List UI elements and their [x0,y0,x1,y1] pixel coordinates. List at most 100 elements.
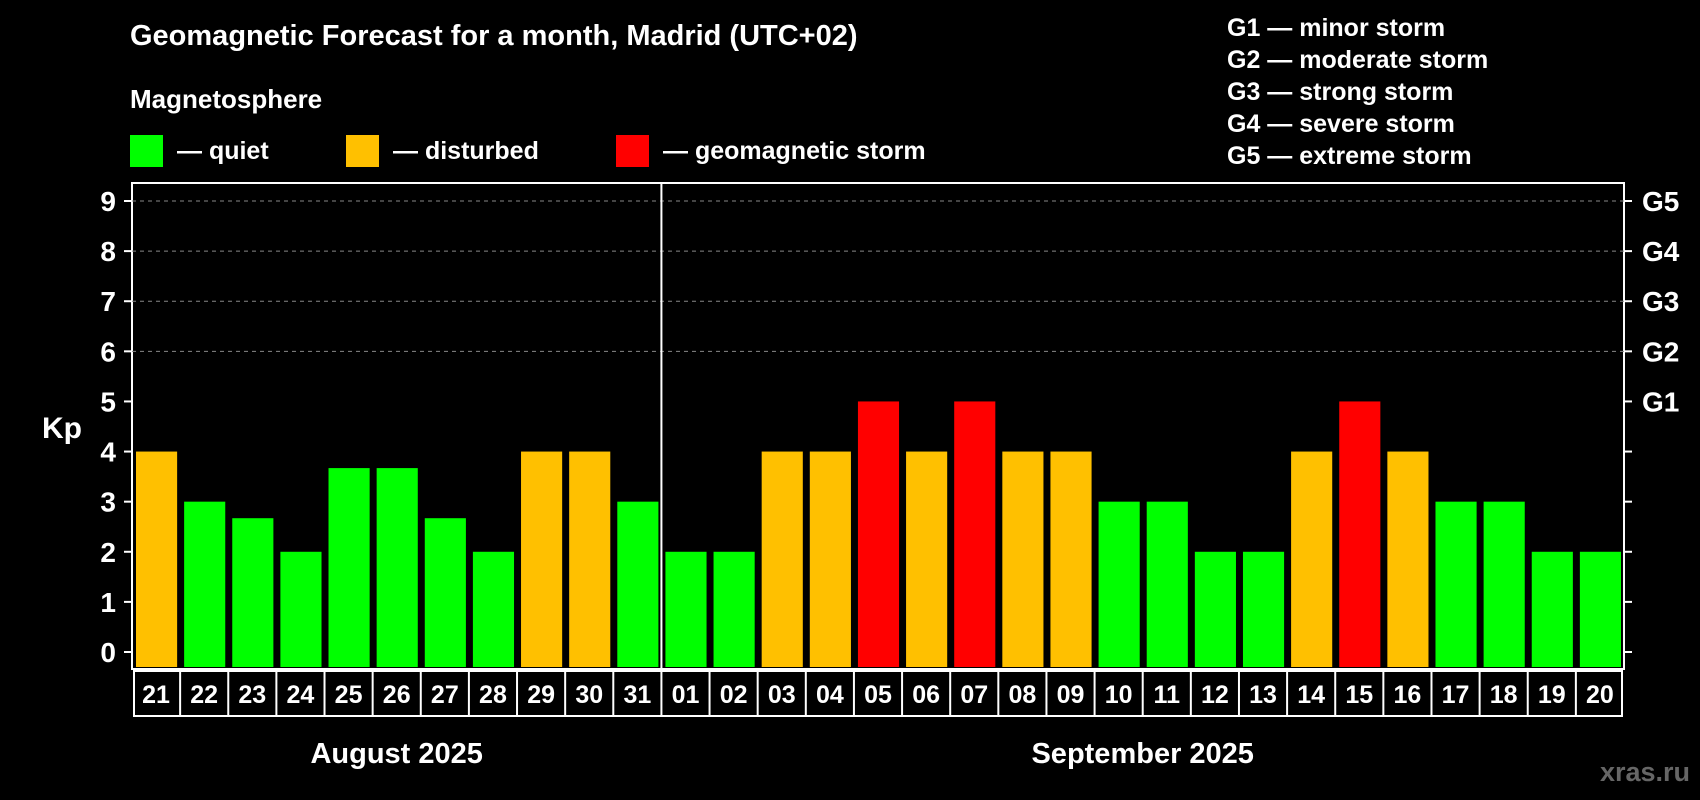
bar-01-quiet [665,551,707,667]
x-tick-label-29: 29 [527,681,555,709]
g-label-g2: G2 [1642,336,1679,367]
bar-24-quiet [280,551,322,667]
x-tick-label-06: 06 [912,681,940,709]
bar-08-disturbed [1002,451,1044,667]
bar-25-quiet [328,468,370,667]
y-tick-label-5: 5 [100,386,116,417]
bar-03-disturbed [761,451,803,667]
y-tick-label-8: 8 [100,236,116,267]
y-tick-label-0: 0 [100,637,116,668]
bar-20-quiet [1579,551,1621,667]
bar-26-quiet [376,468,418,667]
x-tick-label-25: 25 [335,681,363,709]
legend-label-disturbed: — disturbed [393,136,539,165]
bar-18-quiet [1483,501,1525,667]
storm-scale-g5: G5 — extreme storm [1227,142,1472,170]
legend-item-quiet: — quiet [130,134,269,168]
legend-title: Magnetosphere [130,84,323,114]
legend-swatch-quiet [130,135,163,167]
legend-label-quiet: — quiet [177,136,269,165]
x-tick-label-12: 12 [1201,681,1229,709]
g-label-g3: G3 [1642,286,1679,317]
x-tick-label-02: 02 [720,681,748,709]
x-tick-label-14: 14 [1297,681,1325,709]
storm-scale-legend: G1 — minor storm G2 — moderate storm G3 … [1227,12,1488,172]
legend-item-storm: — geomagnetic storm [616,134,926,168]
legend-swatch-disturbed [346,135,379,167]
legend-swatch-storm [616,135,649,167]
x-tick-label-09: 09 [1057,681,1085,709]
bar-10-quiet [1098,501,1140,667]
bar-15-storm [1339,401,1381,667]
chart-title: Geomagnetic Forecast for a month, Madrid… [130,20,858,52]
bar-23-quiet [232,518,274,667]
storm-scale-g1: G1 — minor storm [1227,14,1446,42]
y-axis-label: Kp [42,412,82,445]
bar-14-disturbed [1291,451,1333,667]
bar-05-storm [857,401,900,667]
bar-07-storm [954,401,996,667]
y-tick-label-6: 6 [100,336,116,367]
x-tick-label-19: 19 [1538,681,1566,709]
bar-06-disturbed [906,451,948,667]
x-tick-label-23: 23 [238,681,266,709]
bar-30-disturbed [569,451,611,667]
bar-16-disturbed [1387,451,1429,667]
bar-19-quiet [1531,551,1573,667]
x-tick-label-27: 27 [431,681,459,709]
legend-item-disturbed: — disturbed [346,134,539,168]
bar-22-quiet [184,501,226,667]
x-tick-label-07: 07 [960,681,988,709]
g-label-g5: G5 [1642,186,1679,217]
x-tick-label-03: 03 [768,681,796,709]
date-row-frame [133,670,1623,717]
bar-28-quiet [472,551,515,667]
bar-27-quiet [424,518,466,667]
x-tick-label-30: 30 [575,681,603,709]
bar-09-disturbed [1050,451,1092,667]
x-tick-label-17: 17 [1442,681,1470,709]
g-label-g4: G4 [1642,236,1680,267]
g-label-g1: G1 [1642,386,1679,417]
bar-13-quiet [1242,551,1285,667]
x-tick-label-24: 24 [287,681,315,709]
x-tick-label-26: 26 [383,681,411,709]
bar-04-disturbed [809,451,851,667]
bar-02-quiet [713,551,755,667]
bar-31-quiet [617,501,659,667]
watermark: xras.ru [1599,757,1690,787]
bar-17-quiet [1435,501,1477,667]
y-tick-label-3: 3 [100,487,116,518]
x-tick-label-10: 10 [1105,681,1133,709]
x-tick-label-22: 22 [190,681,218,709]
legend-label-storm: — geomagnetic storm [663,136,926,165]
x-tick-label-04: 04 [816,681,844,709]
x-tick-label-01: 01 [672,681,700,709]
y-tick-label-9: 9 [100,186,116,217]
storm-scale-g4: G4 — severe storm [1227,110,1455,138]
y-tick-label-4: 4 [100,437,116,468]
x-tick-label-15: 15 [1345,681,1373,709]
month-label-0: August 2025 [310,738,482,770]
month-label-1: September 2025 [1031,738,1253,770]
plot-frame [131,182,1625,670]
x-tick-label-11: 11 [1154,681,1181,709]
y-tick-label-7: 7 [100,286,116,317]
y-tick-label-2: 2 [100,537,116,568]
storm-scale-g3: G3 — strong storm [1227,78,1454,106]
x-tick-label-13: 13 [1249,681,1277,709]
y-tick-label-1: 1 [100,587,116,618]
x-tick-label-20: 20 [1586,681,1614,709]
x-tick-label-05: 05 [864,681,892,709]
x-tick-label-16: 16 [1394,681,1422,709]
bar-21-disturbed [136,451,178,667]
x-tick-label-18: 18 [1490,681,1518,709]
x-tick-label-08: 08 [1008,681,1036,709]
bar-11-quiet [1146,501,1188,667]
x-tick-label-21: 21 [142,681,170,709]
x-tick-label-28: 28 [479,681,507,709]
storm-scale-g2: G2 — moderate storm [1227,46,1489,74]
x-tick-label-31: 31 [623,681,651,709]
bar-29-disturbed [521,451,563,667]
